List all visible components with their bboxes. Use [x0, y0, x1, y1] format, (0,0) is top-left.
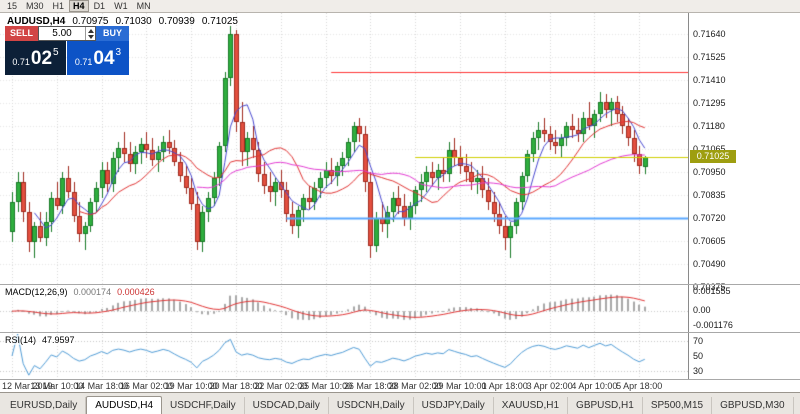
macd-signal-value: 0.000426 — [117, 287, 155, 297]
time-axis-label: 19 Mar 10:00 — [164, 381, 218, 391]
rsi-name: RSI(14) — [5, 335, 37, 345]
time-axis-label: 25 Mar 10:00 — [299, 381, 353, 391]
chart-tab-USDJPY-Daily[interactable]: USDJPY,Daily — [414, 397, 494, 414]
time-axis-label: 12 Mar 2019 — [2, 381, 53, 391]
bid-pips: 02 — [30, 47, 53, 69]
macd-indicator-label: MACD(12,26,9) 0.000174 0.000426 — [5, 287, 155, 297]
time-axis-label: 5 Apr 18:00 — [616, 381, 663, 391]
price-axis-label: 0.71295 — [693, 98, 726, 108]
buy-button[interactable]: BUY — [96, 26, 129, 41]
time-axis-label: 28 Mar 02:00 — [388, 381, 442, 391]
chart-tab-GBPUSD-H1[interactable]: GBPUSD,H1 — [568, 397, 643, 414]
price-axis[interactable]: 0.71025 0.71640 0.71525 0.71410 0.71295 0.71… — [688, 13, 800, 380]
price-axis-label: 0.71180 — [693, 121, 725, 131]
price-axis-label: 0.70950 — [693, 167, 726, 177]
timeframe-toolbar: 15 M30 H1 H4 D1 W1 MN — [0, 0, 800, 13]
time-axis-label: 14 Mar 18:00 — [75, 381, 129, 391]
time-axis-label: 1 Apr 18:00 — [481, 381, 528, 391]
rsi-value: 47.9597 — [42, 335, 75, 345]
macd-main-value: 0.000174 — [73, 287, 112, 297]
timeframe-button-M30[interactable]: M30 — [26, 1, 44, 11]
pane-separator[interactable] — [0, 332, 800, 333]
chart-tab-USDCAD-Daily[interactable]: USDCAD,Daily — [245, 397, 329, 414]
rsi-axis-label: 70 — [693, 335, 704, 346]
chart-tab-AUDUSD-H4[interactable]: AUDUSD,H4 — [86, 396, 163, 414]
time-axis-label: 26 Mar 18:00 — [343, 381, 397, 391]
timeframe-button-H4[interactable]: H4 — [69, 0, 89, 12]
chart-tab-USDCNH-Daily[interactable]: USDCNH,Daily — [329, 397, 414, 414]
timeframe-button-W1[interactable]: W1 — [114, 1, 128, 11]
volume-input[interactable]: 5.00 — [52, 28, 72, 39]
price-axis-label: 0.71525 — [693, 52, 726, 62]
price-axis-label: 0.70490 — [693, 259, 726, 269]
timeframe-button-15[interactable]: 15 — [7, 1, 18, 11]
chart-tab-GBPUSD-M30[interactable]: GBPUSD,M30 — [712, 397, 794, 414]
chart-tabs-bar: EURUSD,Daily AUDUSD,H4 USDCHF,Daily USDCAD,… — [0, 392, 800, 414]
time-axis-border — [0, 379, 800, 380]
one-click-trading-panel: SELL 5.00 BUY 0.71 02 5 0.71 — [5, 26, 129, 75]
chart-symbol-label: AUDUSD,H4 — [7, 16, 66, 27]
volume-spin-buttons — [85, 27, 95, 40]
chart-ohlc-header: AUDUSD,H4 0.70975 0.71030 0.70939 0.7102… — [7, 16, 238, 27]
time-axis-label: 29 Mar 10:00 — [433, 381, 487, 391]
price-axis-label: 0.71065 — [693, 144, 726, 154]
ohlc-low: 0.70939 — [158, 16, 195, 27]
time-axis-label: 20 Mar 18:00 — [209, 381, 263, 391]
volume-increase-button[interactable] — [87, 28, 94, 33]
macd-name: MACD(12,26,9) — [5, 287, 68, 297]
ohlc-open: 0.70975 — [72, 16, 109, 27]
chart-tab-XAUUSD-H1[interactable]: XAUUSD,H1 — [494, 397, 569, 414]
time-axis[interactable]: 12 Mar 2019 13 Mar 10:00 14 Mar 18:00 16 Ma… — [0, 380, 800, 392]
time-axis-label: 13 Mar 10:00 — [30, 381, 84, 391]
timeframe-button-D1[interactable]: D1 — [93, 1, 106, 11]
chart-tab-SP500-M15[interactable]: SP500,M15 — [643, 397, 713, 414]
macd-axis-label: 0.001555 — [693, 286, 731, 296]
macd-axis-label: -0.001176 — [693, 320, 733, 330]
price-axis-label: 0.70720 — [693, 213, 726, 223]
current-price-tag: 0.71025 — [690, 150, 736, 163]
price-axis-label: 0.70835 — [693, 190, 726, 200]
ask-pips: 04 — [93, 47, 115, 69]
time-axis-label: 22 Mar 02:00 — [254, 381, 308, 391]
pane-separator[interactable] — [0, 284, 800, 285]
bid-price-display[interactable]: 0.71 02 5 — [5, 41, 66, 75]
chart-tab-DJ30-H4[interactable]: DJ30,H4 — [794, 397, 800, 414]
timeframe-button-H1[interactable]: H1 — [52, 1, 65, 11]
price-axis-label: 0.70375 — [693, 282, 726, 292]
time-axis-label: 16 Mar 02:00 — [119, 381, 173, 391]
rsi-axis-label: 50 — [693, 351, 704, 361]
bid-prefix: 0.71 — [12, 56, 30, 67]
ask-prefix: 0.71 — [74, 56, 93, 67]
ask-price-display[interactable]: 0.71 04 3 — [67, 41, 129, 75]
volume-stepper: 5.00 — [38, 26, 96, 41]
timeframe-button-MN[interactable]: MN — [136, 1, 151, 11]
price-axis-label: 0.71410 — [693, 75, 726, 85]
price-axis-label: 0.70605 — [693, 236, 726, 246]
sell-button[interactable]: SELL — [5, 26, 38, 41]
time-axis-label: 4 Apr 10:00 — [571, 381, 618, 391]
price-axis-label: 0.71640 — [693, 29, 726, 39]
rsi-indicator-label: RSI(14) 47.9597 — [5, 335, 75, 345]
macd-axis-label: 0.00 — [693, 305, 711, 316]
ask-point: 3 — [115, 47, 122, 58]
rsi-axis-label: 30 — [693, 366, 704, 377]
chart-tab-USDCHF-Daily[interactable]: USDCHF,Daily — [162, 397, 245, 414]
volume-decrease-button[interactable] — [87, 34, 94, 39]
ohlc-high: 0.71030 — [115, 16, 152, 27]
time-axis-label: 3 Apr 02:00 — [526, 381, 573, 391]
chart-tab-EURUSD-Daily[interactable]: EURUSD,Daily — [2, 397, 87, 414]
bid-point: 5 — [53, 47, 59, 58]
ohlc-close: 0.71025 — [201, 16, 238, 27]
chart-window: AUDUSD,H4 0.70975 0.71030 0.70939 0.7102… — [0, 13, 800, 392]
